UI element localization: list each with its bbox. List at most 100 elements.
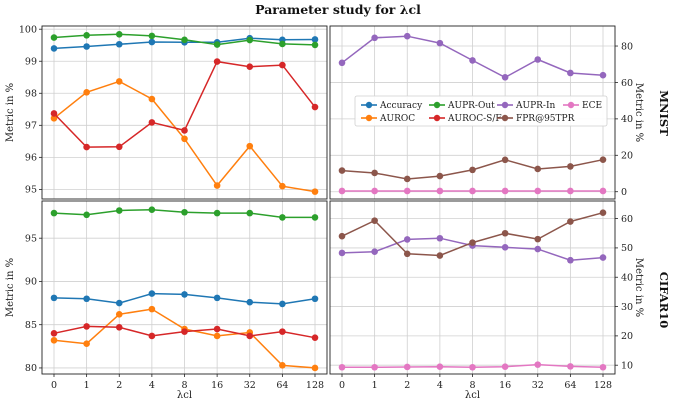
point-fpr-95tpr: [534, 235, 542, 243]
y-tick-label: 85: [25, 320, 37, 331]
point-fpr-95tpr: [338, 167, 346, 174]
x-tick-label: 16: [499, 380, 511, 391]
x-tick-label: 128: [306, 380, 324, 391]
point-ece: [599, 187, 607, 195]
y-tick-label: 100: [19, 25, 37, 36]
point-aupr-in: [534, 245, 542, 253]
point-auroc: [83, 89, 90, 96]
legend-entry-auroc: AUROC: [361, 114, 415, 124]
point-fpr-95tpr: [501, 156, 509, 164]
point-auroc-s-f: [50, 110, 58, 117]
point-auroc-s-f: [213, 325, 221, 333]
point-ece: [501, 363, 509, 370]
legend-entry-accuracy: Accuracy: [361, 101, 423, 111]
point-accuracy: [213, 294, 221, 302]
point-accuracy: [50, 294, 58, 302]
point-aupr-in: [469, 57, 476, 64]
legend-entry-aupr-out: AUPR-Out: [429, 101, 495, 111]
point-aupr-out: [50, 34, 58, 41]
legend-swatch-marker: [501, 114, 509, 122]
x-tick-label: 128: [594, 380, 612, 391]
point-aupr-in: [338, 59, 346, 67]
point-aupr-out: [181, 208, 188, 216]
x-axis-label: λcl: [177, 390, 192, 401]
row-label-cifar10: CIFAR10: [657, 272, 671, 329]
point-ece: [501, 187, 509, 195]
point-fpr-95tpr: [501, 229, 509, 237]
legend-entry-auroc-s-f: AUROC-S/F: [429, 114, 502, 124]
point-ece: [371, 363, 378, 371]
point-auroc: [213, 182, 221, 189]
point-auroc-s-f: [148, 119, 156, 126]
point-auroc-s-f: [115, 323, 123, 331]
x-tick-label: 1: [372, 380, 378, 391]
y-tick-label: 60: [621, 78, 633, 89]
point-fpr-95tpr: [338, 232, 346, 240]
point-aupr-out: [83, 31, 90, 39]
point-aupr-out: [181, 36, 188, 44]
legend-swatch-marker: [365, 114, 373, 122]
point-aupr-in: [338, 249, 346, 257]
legend-label: Accuracy: [379, 101, 423, 111]
figure-title: Parameter study for λcl: [255, 2, 421, 17]
y-axis-label: Metric in %: [5, 83, 16, 142]
point-fpr-95tpr: [403, 250, 411, 258]
point-fpr-95tpr: [436, 172, 444, 180]
point-ece: [403, 187, 411, 195]
point-auroc: [181, 135, 188, 143]
x-axis-label: λcl: [465, 390, 480, 401]
x-tick-label: 1: [84, 380, 90, 391]
y-axis-label: Metric in %: [633, 83, 644, 142]
point-ece: [371, 187, 378, 195]
legend-label: AUPR-Out: [447, 101, 495, 111]
x-tick-label: 0: [51, 380, 57, 391]
point-ece: [469, 187, 476, 195]
point-ece: [436, 363, 444, 370]
x-tick-label: 64: [276, 380, 288, 391]
point-aupr-in: [403, 236, 411, 243]
point-aupr-out: [213, 209, 221, 217]
point-aupr-in: [501, 244, 509, 251]
panel-cifar10-right: 10 20 30 40 50 60 Metric in % 0 1 2 4 8 16 32 64 128 λcl: [329, 200, 644, 401]
legend-label: AUROC-S/F: [447, 114, 502, 124]
point-auroc: [311, 364, 319, 372]
point-auroc-s-f: [213, 58, 221, 65]
point-auroc-s-f: [83, 323, 90, 330]
point-aupr-out: [311, 41, 319, 49]
point-accuracy: [246, 298, 254, 306]
legend-label: AUROC: [379, 114, 415, 124]
point-auroc: [246, 142, 254, 150]
point-ece: [534, 361, 542, 368]
panel-mnist-left: 95 96 97 98 99 100 Metric in %: [5, 25, 328, 200]
y-tick-label: 96: [25, 153, 37, 164]
point-aupr-out: [50, 209, 58, 217]
point-ece: [436, 187, 444, 195]
point-aupr-out: [311, 214, 319, 221]
point-aupr-out: [148, 206, 156, 213]
point-accuracy: [50, 45, 58, 52]
point-aupr-out: [279, 40, 286, 48]
point-accuracy: [83, 295, 90, 303]
x-tick-label: 32: [244, 380, 256, 391]
legend-label: AUPR-In: [515, 101, 556, 111]
point-aupr-in: [436, 234, 444, 242]
point-fpr-95tpr: [403, 175, 411, 183]
legend-entry-fpr-95tpr: FPR@95TPR: [497, 114, 575, 124]
legend-swatch-marker: [365, 101, 373, 109]
x-tick-label: 64: [564, 380, 576, 391]
legend-entry-ece: ECE: [563, 101, 602, 111]
point-aupr-out: [246, 36, 254, 44]
point-ece: [403, 363, 411, 371]
point-auroc: [213, 332, 221, 340]
point-aupr-in: [599, 254, 607, 261]
y-tick-label: 98: [25, 89, 37, 100]
point-fpr-95tpr: [436, 252, 444, 259]
point-aupr-in: [436, 39, 444, 47]
point-auroc-s-f: [279, 328, 286, 335]
y-tick-label: 95: [25, 185, 37, 196]
point-ece: [469, 363, 476, 371]
plot-frame: [329, 25, 616, 200]
point-accuracy: [115, 299, 123, 307]
